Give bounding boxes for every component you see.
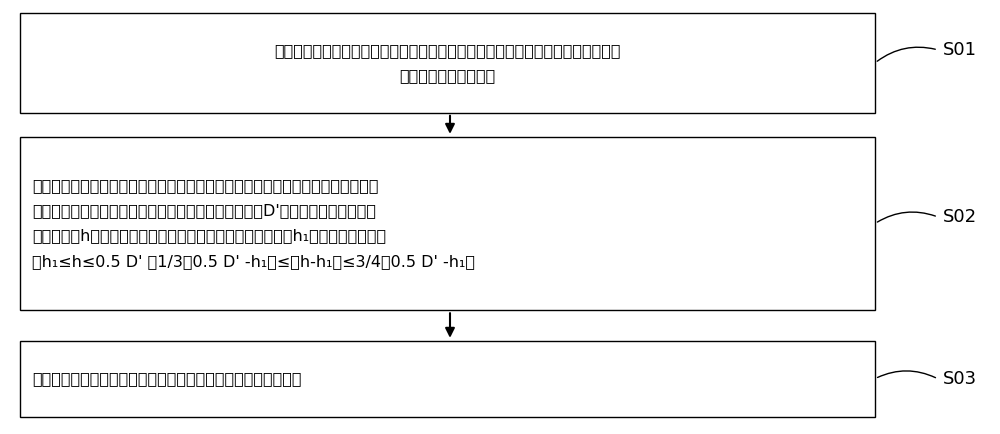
Text: S02: S02 bbox=[943, 208, 977, 226]
Text: 化三维设计的几何模型: 化三维设计的几何模型 bbox=[399, 68, 496, 83]
Text: ：h₁≤h≤0.5 D' 且1/3（0.5 D' -h₁）≤（h-h₁）≤3/4（0.5 D' -h₁）: ：h₁≤h≤0.5 D' 且1/3（0.5 D' -h₁）≤（h-h₁）≤3/4… bbox=[32, 254, 475, 269]
Text: S01: S01 bbox=[943, 41, 977, 59]
Text: 盘轴线距离h、未加装鼓包时机翼上表面各点距离轴线的距离h₁之间满足以下条件: 盘轴线距离h、未加装鼓包时机翼上表面各点距离轴线的距离h₁之间满足以下条件 bbox=[32, 229, 386, 243]
Text: 初始设计；在不同二维截面中，桨盘在此截面上的高度D'，鼓包各点最高点距桨: 初始设计；在不同二维截面中，桨盘在此截面上的高度D'，鼓包各点最高点距桨 bbox=[32, 204, 376, 218]
Text: 确定涡桨发动机桨盘、机翼的尺寸和性能参数，获得常见起降工况下性能参数，简: 确定涡桨发动机桨盘、机翼的尺寸和性能参数，获得常见起降工况下性能参数，简 bbox=[274, 43, 621, 58]
Text: 在三维设计的几何模型中，选取典型位置进行二维设计，获得在上述截面中鼓包的: 在三维设计的几何模型中，选取典型位置进行二维设计，获得在上述截面中鼓包的 bbox=[32, 178, 378, 193]
Bar bbox=[20, 13, 875, 113]
Bar bbox=[20, 341, 875, 417]
Bar bbox=[20, 137, 875, 310]
Text: S03: S03 bbox=[943, 370, 977, 388]
Text: 通过多个二维截面的鼓包型线相连，确定出三维鼓包的基本形状: 通过多个二维截面的鼓包型线相连，确定出三维鼓包的基本形状 bbox=[32, 371, 302, 386]
